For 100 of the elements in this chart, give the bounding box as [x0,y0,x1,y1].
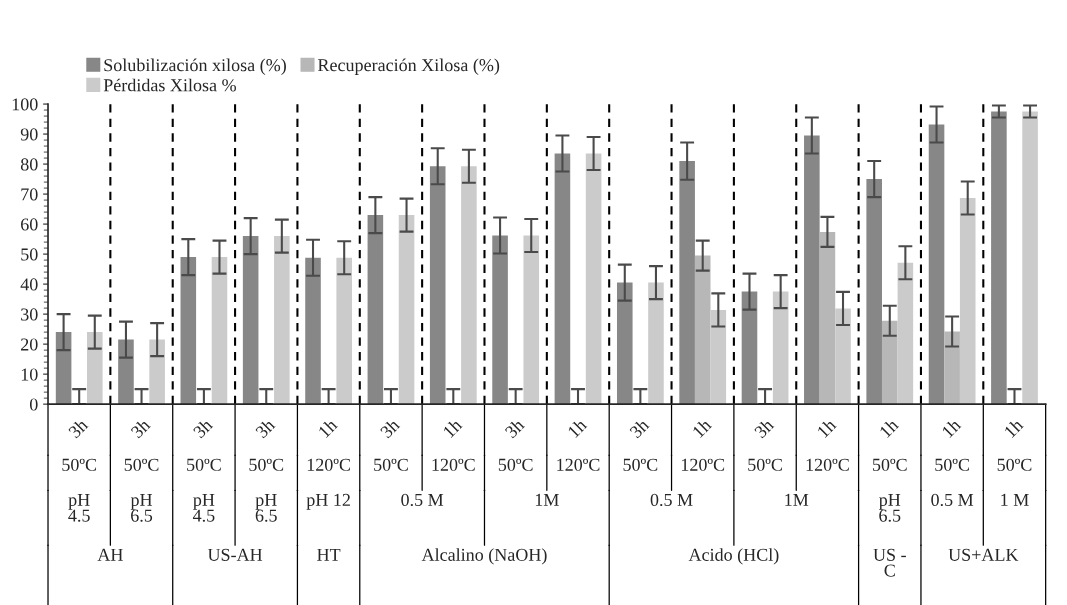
text: 50ºC [124,458,159,471]
y-tick-label: 100 [12,98,38,111]
y-tick-label: 50 [21,248,38,261]
x-tick-label: 3h [628,417,650,439]
x-tick-label: 3h [192,417,214,439]
bar [149,339,165,405]
x-tick-label: 1h [691,417,713,438]
x-tick-label: 1h [566,417,588,438]
x-tick-label: 3h [254,417,276,439]
y-tick-label: 90 [20,128,38,141]
text: 120ºC [557,458,600,471]
bar [86,332,103,405]
y-tick-label: 0 [29,398,38,411]
bar [180,257,197,405]
bar [585,153,602,405]
bar [804,135,820,405]
text: 50ºC [187,458,221,471]
text: 50ºC [498,458,533,471]
x-tick-label: 1h [1003,417,1024,438]
bar [242,236,259,405]
y-tick-label: 20 [21,338,38,351]
bar [398,215,415,405]
x-tick-label: 3h [753,417,775,439]
text: 50ºC [935,458,969,471]
text: 120ºC [432,458,475,471]
text: Alcalino (NaOH) [421,548,547,565]
bar [554,153,571,405]
text: pH 6.5 [255,493,277,522]
x-tick-label: 1h [816,417,837,438]
text: pH 6.5 [879,493,901,522]
text: 50ºC [997,458,1032,471]
text: HT [317,548,341,561]
y-tick-label: 70 [21,188,38,201]
legend-label: Solubilización xilosa (%) [104,58,286,75]
text: 50ºC [748,458,782,471]
bar [741,291,758,405]
x-tick-label: 1h [878,417,900,438]
text: 1M [785,493,809,506]
bar [959,197,976,405]
bar [991,111,1007,405]
y-tick-label: 40 [20,278,38,291]
y-tick-label: 10 [21,368,38,381]
x-tick-label: 1h [941,417,962,438]
text: 50ºC [872,458,907,471]
text: pH 6.5 [130,493,153,522]
bar [944,331,960,405]
text: 1M [535,493,559,506]
text: 0.5 M [650,493,693,507]
text: Acido (HCl) [688,548,779,565]
bar [523,235,540,405]
text: 0.5 M [931,493,974,507]
text: US-AH [207,548,263,561]
text: pH 12 [306,493,350,510]
bar [305,257,321,405]
bar [928,124,945,405]
x-tick-label: 3h [504,417,526,439]
text: 0.5 M [401,493,444,507]
text: US+ALK [948,548,1019,561]
text: 50ºC [623,458,658,471]
x-tick-label: 1h [442,417,463,438]
text: AH [97,548,123,561]
bar [429,166,446,405]
x-tick-label: 1h [317,417,338,438]
bar [118,339,134,405]
y-tick-label: 80 [20,158,38,171]
bar [819,231,836,405]
legend-label: Recuperación Xilosa (%) [317,58,500,75]
bar [55,332,72,405]
bar [336,257,352,405]
bar [694,255,711,405]
bar [1022,111,1038,405]
y-tick-label: 30 [21,308,38,321]
y-tick-label: 60 [21,218,38,231]
x-tick-label: 3h [129,417,151,439]
x-tick-label: 3h [379,417,401,439]
bar [881,320,898,405]
text: 120ºC [681,458,725,471]
text: 120ºC [307,458,350,471]
bar [492,235,508,405]
text: pH 4.5 [192,493,215,522]
text: 120ºC [806,458,849,471]
bar [211,257,228,405]
legend-label: Pérdidas Xilosa % [103,78,236,92]
text: 50ºC [62,458,97,471]
text: 1 M [1001,493,1029,506]
bar [616,282,633,405]
bar [274,236,290,405]
bar [679,161,695,405]
bar [866,179,882,405]
bar [648,282,664,405]
text: US - C [873,548,906,577]
bar [367,215,384,405]
x-tick-label: 3h [67,417,89,439]
text: 50ºC [374,458,408,471]
bar [835,308,851,405]
bar [461,166,477,405]
bar [710,309,727,405]
text: pH 4.5 [68,493,90,522]
text: 50ºC [249,458,284,471]
bar [897,262,914,405]
